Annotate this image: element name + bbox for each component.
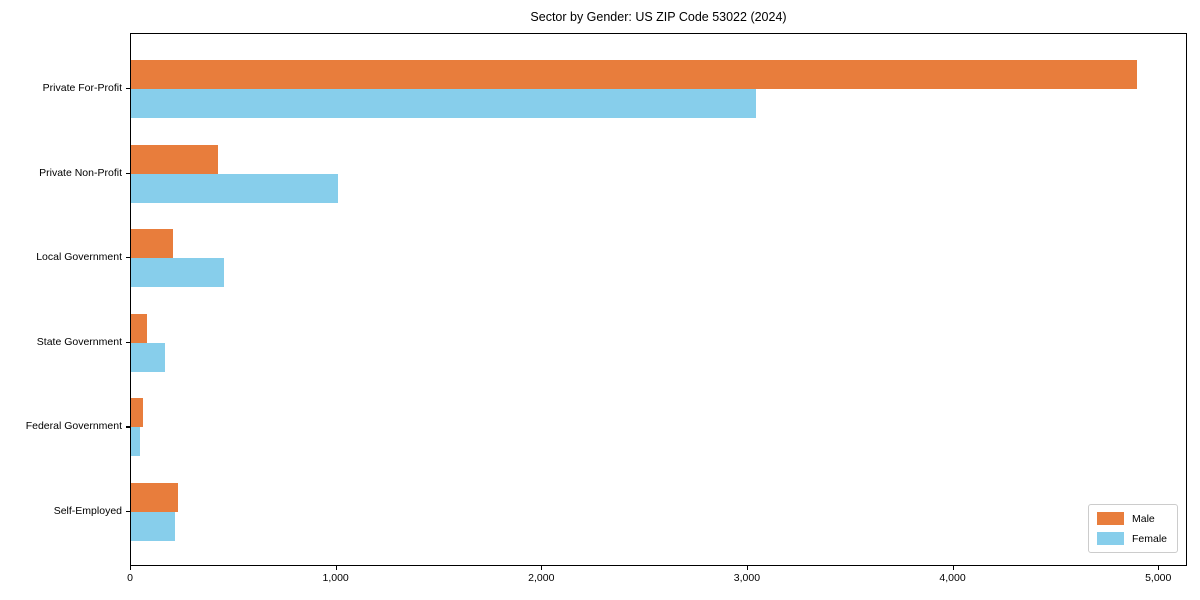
bar-male-federal-government: [131, 398, 144, 428]
x-tick: [952, 566, 954, 570]
bar-male-private-for-profit: [131, 60, 1137, 89]
x-axis-label: 1,000: [322, 572, 349, 584]
x-axis-label: 4,000: [939, 572, 966, 584]
bar-female-state-government: [131, 342, 165, 372]
y-tick: [126, 88, 130, 90]
chart-title: Sector by Gender: US ZIP Code 53022 (202…: [530, 10, 787, 24]
x-axis-label: 2,000: [528, 572, 555, 584]
bar-male-local-government: [131, 229, 174, 259]
y-tick: [126, 426, 130, 428]
x-tick: [541, 566, 543, 570]
y-tick: [126, 341, 130, 343]
legend-label-male: Male: [1131, 512, 1155, 525]
x-axis-label: 5,000: [1145, 572, 1172, 584]
y-axis-label: State Government: [36, 335, 122, 348]
y-axis-label: Federal Government: [25, 420, 122, 433]
y-axis-label: Private For-Profit: [42, 82, 122, 94]
legend-item-female: Female: [1096, 532, 1167, 545]
legend: Male Female: [1087, 504, 1178, 553]
bar-male-private-non-profit: [131, 144, 219, 174]
plot-area: Male Female: [130, 33, 1187, 566]
x-axis-label: 3,000: [733, 572, 761, 584]
bar-female-private-non-profit: [131, 173, 338, 203]
legend-label-female: Female: [1131, 532, 1167, 545]
legend-item-male: Male: [1096, 512, 1167, 525]
y-tick: [126, 257, 130, 259]
bar-female-federal-government: [131, 427, 141, 457]
x-tick: [1158, 566, 1160, 570]
x-tick: [130, 566, 132, 570]
y-tick: [126, 511, 130, 513]
y-axis-label: Local Government: [36, 251, 122, 264]
legend-swatch-male: [1096, 512, 1124, 525]
y-axis-label: Private Non-Profit: [39, 166, 122, 179]
bar-male-self-employed: [131, 483, 178, 512]
y-tick: [126, 172, 130, 174]
bar-female-local-government: [131, 258, 224, 288]
legend-swatch-female: [1096, 532, 1124, 545]
bar-female-private-for-profit: [131, 89, 757, 118]
x-tick: [746, 566, 749, 570]
bar-female-self-employed: [131, 512, 175, 541]
bar-male-state-government: [131, 313, 148, 343]
x-axis-label: 0: [127, 572, 133, 584]
x-tick: [335, 566, 337, 570]
y-axis-label: Self-Employed: [53, 505, 122, 517]
